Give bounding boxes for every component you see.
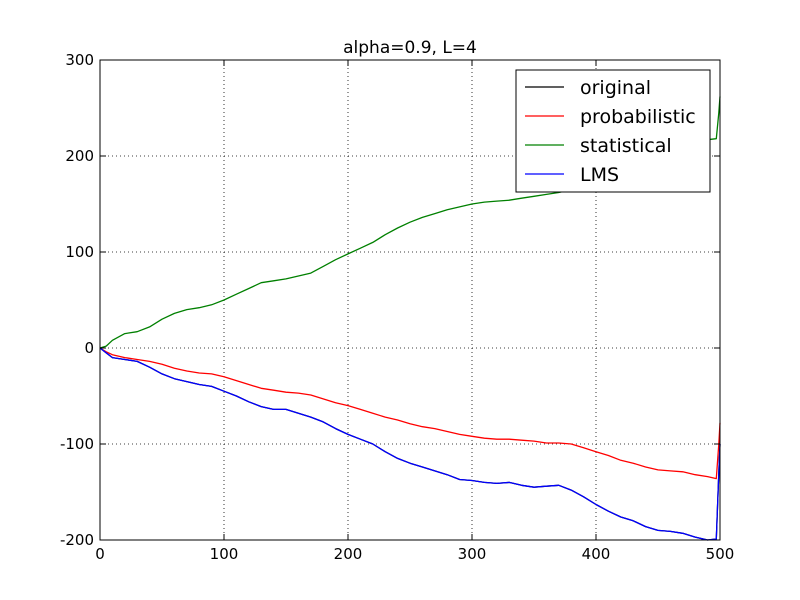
y-tick-label: 300 [65, 51, 94, 69]
legend-box [515, 69, 711, 193]
chart-title: alpha=0.9, L=4 [343, 38, 477, 58]
axis-ticks: 0 100 200 300 400 500 -200 -100 0 100 200 300 [60, 51, 734, 563]
series-line-lms [99, 347, 721, 541]
series-line-probabilistic [99, 347, 721, 480]
x-tick-label: 0 [95, 545, 105, 563]
x-tick-label: 500 [706, 545, 735, 563]
x-tick-label: 100 [210, 545, 239, 563]
y-tick-label: -200 [60, 531, 94, 549]
y-tick-label: 0 [84, 339, 94, 357]
legend-label-original: original [580, 77, 651, 99]
y-tick-label: -100 [60, 435, 94, 453]
legend-label-probabilistic: probabilistic [580, 106, 696, 128]
plot-frame [99, 59, 721, 541]
legend-label-statistical: statistical [580, 135, 672, 157]
y-tick-label: 100 [65, 243, 94, 261]
x-tick-label: 300 [458, 545, 487, 563]
y-tick-label: 200 [65, 147, 94, 165]
legend: original probabilistic statistical LMS [515, 69, 711, 193]
x-tick-label: 400 [582, 545, 611, 563]
legend-label-lms: LMS [580, 164, 619, 186]
x-tick-label: 200 [334, 545, 363, 563]
